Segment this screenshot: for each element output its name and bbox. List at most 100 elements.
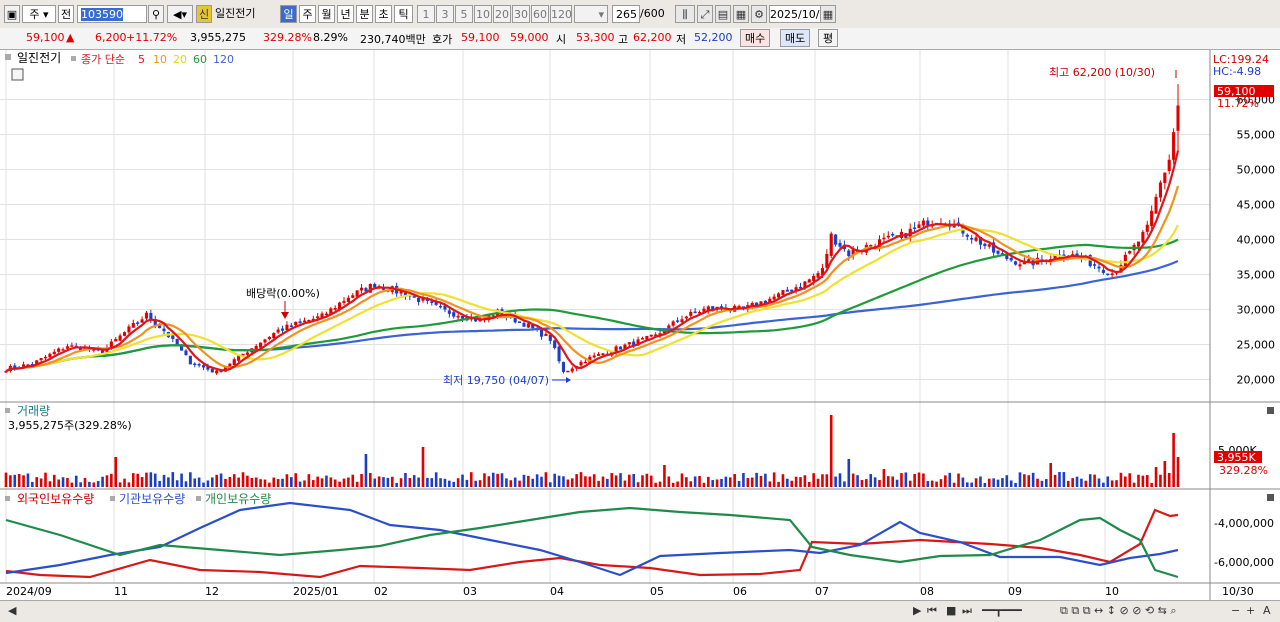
candle-body — [452, 312, 456, 317]
volume-bar — [1084, 480, 1088, 487]
scroll-end-icon[interactable]: ⏭ — [962, 604, 972, 617]
period-week[interactable]: 주 — [299, 5, 316, 23]
volume-bar — [224, 478, 227, 487]
draw-tool-icon[interactable]: ⤢ — [697, 5, 713, 23]
volume-bar — [294, 473, 298, 487]
candle-body — [983, 243, 987, 247]
volume-bar — [180, 473, 183, 487]
period-second[interactable]: 초 — [375, 5, 392, 23]
interval-30[interactable]: 30 — [512, 5, 530, 23]
layout-icon[interactable]: ▣ — [4, 5, 20, 23]
zoom-in-icon[interactable]: + — [1246, 604, 1256, 617]
candle-body — [1163, 172, 1167, 184]
volume-bar — [535, 474, 539, 487]
eval-button[interactable]: 평 — [818, 29, 839, 47]
interval-20[interactable]: 20 — [493, 5, 511, 23]
volume-bar — [724, 476, 728, 487]
candle-body — [48, 353, 52, 358]
holding-panel-close-icon[interactable] — [1267, 494, 1274, 501]
buy-button[interactable]: 매수 — [740, 29, 771, 47]
chart-svg[interactable]: 20,000 25,000 30,000 35,000 40,000 45,000 50,0… — [0, 50, 1280, 600]
interval-120[interactable]: 120 — [550, 5, 572, 23]
legend-ma5: 5 — [138, 53, 145, 66]
volume-bar — [742, 472, 745, 487]
period-minute[interactable]: 분 — [356, 5, 373, 23]
candle-body — [61, 349, 65, 351]
calendar-icon[interactable]: ▦ — [820, 5, 836, 23]
period-year[interactable]: 년 — [337, 5, 354, 23]
volume-bar — [197, 477, 201, 487]
candle-body — [1101, 269, 1105, 273]
scroll-start-icon[interactable]: ⏮ — [927, 604, 937, 617]
volume-panel-close-icon[interactable] — [1267, 407, 1274, 414]
gear-icon[interactable]: ⚙ — [751, 5, 767, 23]
ma5-line — [5, 150, 1180, 373]
font-size-icon[interactable]: A — [1263, 604, 1271, 617]
search-icon[interactable]: ⚲ — [148, 5, 164, 23]
volume-bar — [1005, 475, 1009, 487]
price-tick-label: 40,000 — [1237, 234, 1276, 247]
code-input[interactable]: 103590 — [77, 5, 147, 23]
candle-body — [162, 328, 166, 332]
interval-1[interactable]: 1 — [417, 5, 435, 23]
tools-icon[interactable]: ⧉ ⧉ ⧉ ↔ ↕ ⊘ ⊘ ⟲ ⇆ ⌕ — [1060, 604, 1177, 617]
candle-body — [640, 338, 645, 340]
zoom-slider[interactable]: ━━┳━━━ — [982, 604, 1022, 617]
volume-bar — [35, 477, 39, 487]
zoom-out-icon[interactable]: − — [1231, 604, 1241, 617]
volume-bar — [325, 475, 328, 487]
volume-pct: 329.28% — [263, 31, 312, 44]
type-select[interactable]: 전 — [58, 5, 74, 23]
volume-bar — [1036, 478, 1039, 487]
interval-10[interactable]: 10 — [474, 5, 492, 23]
candle-body — [798, 286, 803, 289]
volume-bar — [527, 475, 530, 487]
volume-bar — [891, 476, 894, 487]
period-day[interactable]: 일 — [280, 5, 297, 23]
candle-body — [772, 296, 776, 300]
date-input[interactable]: 2025/10/30 — [769, 5, 834, 23]
candle-body — [158, 325, 162, 329]
indicator-table-icon[interactable] — [11, 68, 24, 81]
save-icon[interactable]: ▦ — [733, 5, 749, 23]
price-tick-label: 50,000 — [1237, 164, 1276, 177]
candle-body — [215, 370, 219, 374]
volume-bar — [847, 459, 851, 487]
chart-area[interactable]: 20,000 25,000 30,000 35,000 40,000 45,000 50,0… — [0, 50, 1280, 600]
candle-body — [1141, 231, 1145, 243]
volume-bar — [364, 454, 368, 487]
volume-bar — [48, 481, 52, 487]
legend-stock[interactable]: 일진전기 — [17, 51, 61, 65]
candle-body — [430, 301, 434, 303]
scroll-bar[interactable]: ◀ ▶ ⏮ ■ ⏭ ━━┳━━━ ⧉ ⧉ ⧉ ↔ ↕ ⊘ ⊘ ⟲ ⇆ ⌕ − +… — [0, 600, 1280, 622]
stop-icon[interactable]: ■ — [946, 604, 957, 617]
candle-body — [882, 237, 886, 240]
volume-bar — [750, 477, 754, 487]
period-month[interactable]: 월 — [318, 5, 335, 23]
volume-title: 거래량 — [17, 404, 50, 418]
volume-bar — [610, 473, 614, 487]
period-tick[interactable]: 틱 — [394, 5, 413, 23]
volume-bar — [992, 478, 995, 487]
interval-custom-select[interactable]: ▾ — [574, 5, 608, 23]
volume-bar — [641, 475, 644, 487]
interval-60[interactable]: 60 — [531, 5, 549, 23]
scroll-left-icon[interactable]: ◀ — [8, 604, 17, 617]
speaker-icon[interactable]: ◀▾ — [167, 5, 193, 23]
scroll-right-icon[interactable]: ▶ — [913, 604, 922, 617]
split-view-icon[interactable]: ▤ — [715, 5, 731, 23]
candle-body — [140, 319, 144, 323]
sell-button[interactable]: 매도 — [780, 29, 811, 47]
volume-bar — [1014, 482, 1017, 487]
count-input[interactable]: 265 — [612, 5, 640, 23]
market-select[interactable]: 주 ▾ — [22, 5, 56, 23]
candle-body — [649, 334, 653, 337]
volume-bar — [619, 473, 622, 487]
interval-5[interactable]: 5 — [455, 5, 473, 23]
interval-3[interactable]: 3 — [436, 5, 454, 23]
holding-legend-icon — [5, 496, 10, 501]
candle-body — [127, 326, 131, 333]
candle-type-icon[interactable]: ⫼ — [675, 5, 695, 23]
volume-bar — [316, 476, 319, 487]
price-tick-label: 30,000 — [1237, 304, 1276, 317]
